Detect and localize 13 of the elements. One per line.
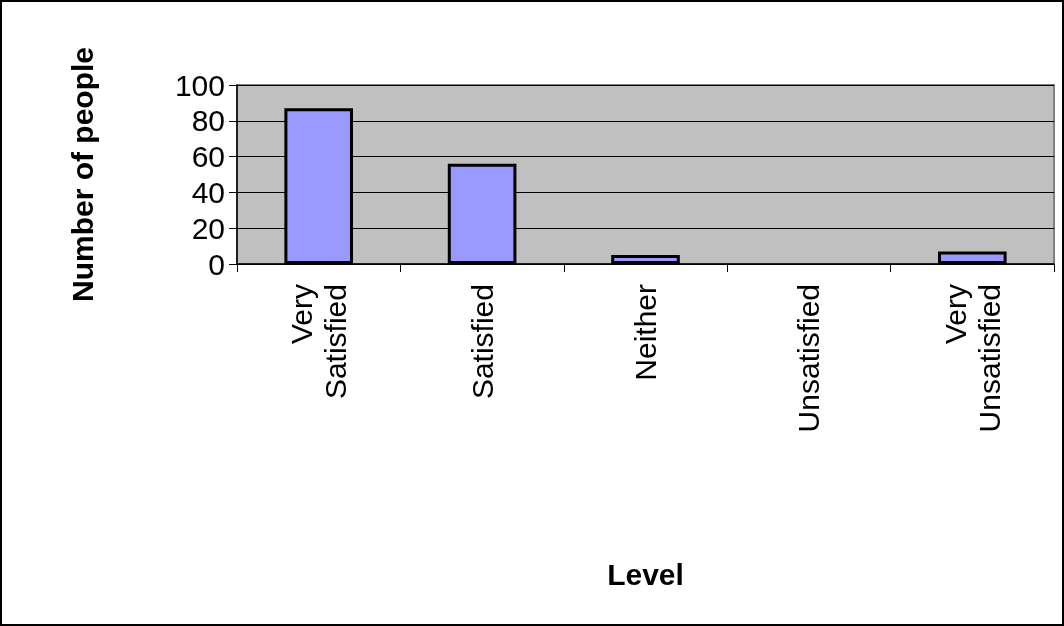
y-axis-title: Number of people (65, 46, 99, 303)
x-tick-label: Satisfied (465, 284, 499, 400)
y-tick-label: 100 (174, 68, 225, 102)
y-tick-label: 80 (191, 104, 225, 138)
x-tick-label: Very Satisfied (285, 284, 353, 400)
y-tick-label: 40 (191, 175, 225, 209)
y-tick-label: 60 (191, 140, 225, 174)
x-tick-label: Neither (629, 284, 662, 381)
x-tick-label: Unsatisfied (792, 284, 826, 433)
y-tick-label: 20 (191, 211, 225, 245)
y-tick-label: 0 (208, 247, 225, 281)
x-tick-label: Very Unsatisfied (938, 284, 1006, 433)
x-axis-title: Level (607, 557, 684, 591)
